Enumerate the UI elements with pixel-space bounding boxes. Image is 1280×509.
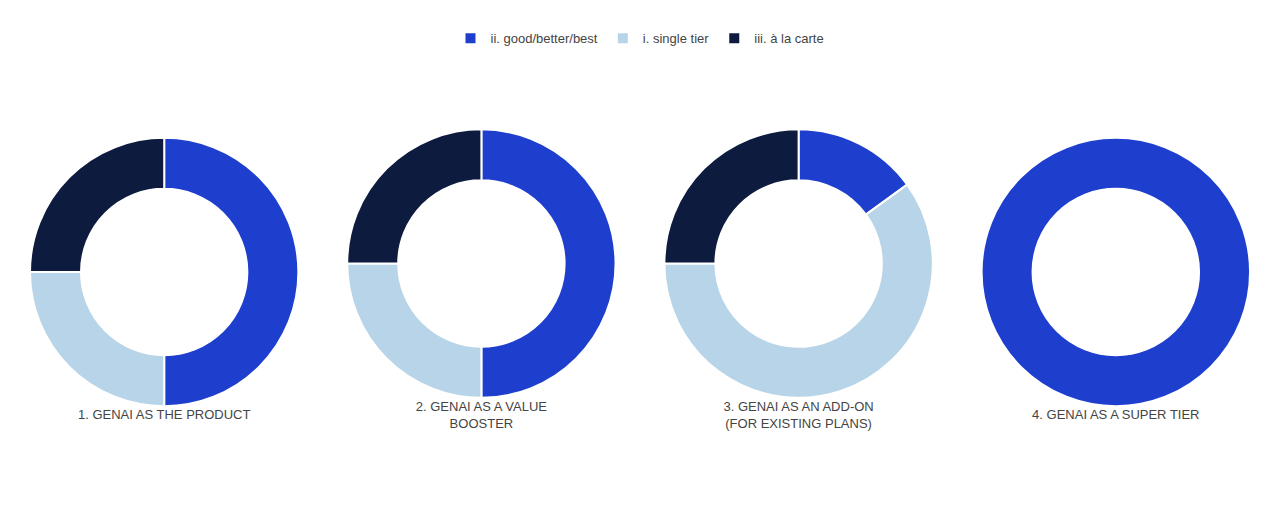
svg-text:2. GENAI AS A VALUEBOOSTER: 2. GENAI AS A VALUEBOOSTER [416, 399, 548, 431]
svg-text:3. GENAI AS AN ADD-ON(FOR EXIS: 3. GENAI AS AN ADD-ON(FOR EXISTING PLANS… [723, 399, 873, 431]
svg-text:i. single tier: i. single tier [643, 31, 709, 46]
svg-text:iii. à la carte: iii. à la carte [754, 31, 823, 46]
svg-text:ii. good/better/best: ii. good/better/best [491, 31, 598, 46]
svg-text:4. GENAI AS A SUPER TIER: 4. GENAI AS A SUPER TIER [1032, 407, 1199, 422]
svg-text:1. GENAI AS THE PRODUCT: 1. GENAI AS THE PRODUCT [78, 407, 250, 422]
